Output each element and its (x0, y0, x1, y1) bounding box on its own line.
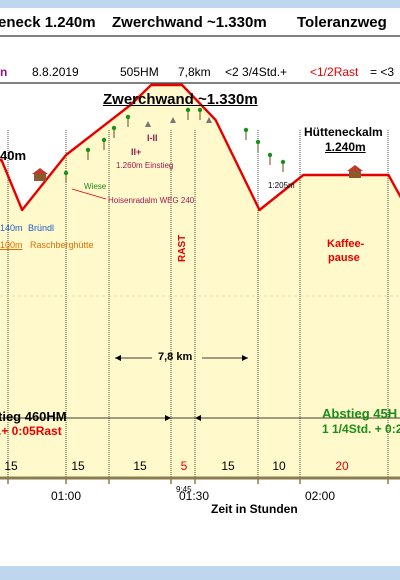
segment-minutes-label: 15 (133, 459, 147, 473)
summit-marker (170, 117, 176, 123)
profile-area (0, 85, 400, 478)
tree-icon (255, 139, 261, 145)
label-wiese: Wiese (84, 182, 107, 191)
label-einstieg: 1.260m Einstieg (116, 161, 174, 170)
tree-icon (267, 152, 273, 158)
ascent-label: tieg 460HM (0, 409, 67, 424)
start-time-label: 9:45 (176, 485, 192, 494)
ascent-time-label: .+ 0:05Rast (0, 424, 62, 438)
tree-icon (63, 170, 69, 176)
header-date: 8.8.2019 (32, 65, 79, 79)
segment-minutes-label: 5 (181, 459, 188, 473)
header-summit-right: Toleranzweg (297, 14, 387, 31)
descent-label: Abstieg 45H (322, 406, 398, 421)
x-tick-label: 02:00 (305, 489, 335, 503)
header-distance: 7,8km (178, 65, 211, 79)
label-left-blue: 140m (0, 223, 23, 233)
header-summit-mid: Zwerchwand ~1.330m (112, 14, 267, 31)
label-bruendl: Bründl (28, 223, 55, 233)
x-axis-title: Zeit in Stunden (211, 502, 298, 516)
arrowhead-left (115, 355, 121, 361)
hut-roof (347, 165, 363, 171)
summit-marker (206, 117, 212, 123)
label-pause: pause (328, 252, 360, 264)
arrowhead-descent (195, 415, 201, 421)
label-weg: Hoisenradalm WEG 240 (108, 196, 195, 205)
label-grade-2: II+ (131, 147, 142, 157)
outer-frame (0, 0, 400, 8)
route-line (0, 83, 400, 212)
tree-icon (101, 137, 107, 143)
label-huetteneckalm: Hütteneckalm (304, 125, 383, 139)
header-tail: = <3 (370, 65, 395, 79)
hut-icon (349, 171, 361, 178)
tree-icon (197, 107, 203, 113)
label-huette-elevation: 1.240m (325, 140, 366, 154)
rast-label: RAST (177, 234, 188, 262)
hut-roof (32, 168, 48, 174)
left-peak-elevation: 40m (0, 148, 27, 163)
outer-frame (0, 566, 400, 580)
header-row2-left: n (0, 65, 8, 79)
segment-minutes-label: 20 (335, 459, 349, 473)
label-saddle: 1:205m (268, 181, 295, 190)
summit-marker (145, 121, 151, 127)
header-rest: <1/2Rast (310, 65, 359, 79)
segment-minutes-label: 10 (272, 459, 286, 473)
tree-icon (243, 127, 249, 133)
plot-area (0, 85, 400, 478)
tree-icon (280, 159, 286, 165)
tree-icon (85, 147, 91, 153)
weg-pointer (71, 188, 107, 200)
label-grade-1: I-II (147, 133, 158, 143)
x-tick-label: 01:30 (179, 489, 209, 503)
header-duration: <2 3/4Std.+ (225, 65, 288, 79)
tree-icon (111, 125, 117, 131)
chart-marks: 15 15 15 5 15 10 20 01:00 01:30 02:00 (0, 83, 400, 503)
segment-minutes-label: 15 (221, 459, 235, 473)
header-elevation-gain: 505HM (120, 65, 159, 79)
hut-icon (34, 174, 46, 181)
arrowhead-ascent (165, 415, 171, 421)
x-tick-label: 01:00 (51, 489, 81, 503)
segment-minutes-label: 15 (4, 459, 18, 473)
distance-label: 7,8 km (158, 351, 193, 363)
segment-minutes-label: 15 (71, 459, 85, 473)
tree-icon (185, 107, 191, 113)
label-kaffee: Kaffee- (327, 238, 365, 250)
label-left-orange: 100m (0, 240, 23, 250)
header-summit-left: eneck 1.240m (0, 14, 96, 31)
gridlines (0, 130, 400, 478)
arrowhead-right (242, 355, 248, 361)
descent-time-label: 1 1/4Std. + 0:2 (322, 422, 400, 436)
label-raschberghuette: Raschberghütte (30, 240, 94, 250)
chart-title: Zwerchwand ~1.330m (103, 91, 258, 108)
tree-icon (125, 114, 131, 120)
